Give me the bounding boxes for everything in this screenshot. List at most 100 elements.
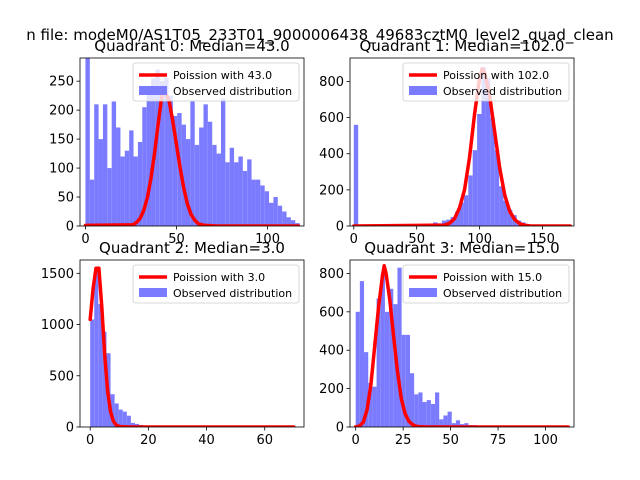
histogram-bar: [463, 195, 469, 226]
figure-suptitle: n file: modeM0/AS1T05_233T01_9000006438_…: [26, 26, 613, 45]
histogram-bar: [255, 179, 261, 226]
y-tick-label: 400: [319, 147, 344, 162]
histogram-bar: [472, 150, 478, 226]
histogram-bar: [220, 98, 226, 226]
histogram-bar: [481, 67, 486, 226]
histogram-bar: [282, 211, 287, 226]
histogram-bar: [264, 191, 270, 226]
histogram-bar: [353, 124, 359, 226]
histogram-bar: [273, 197, 278, 226]
y-tick-label: 0: [336, 220, 344, 235]
subplot-quadrant-0: 0 50 100 0 50 100 150 200 250 Quadrant 0: Median=…: [49, 37, 305, 247]
histogram-bar: [229, 147, 235, 226]
histogram-bar: [225, 162, 230, 226]
x-tick-label: 40: [198, 433, 215, 448]
histogram-bar: [172, 115, 178, 226]
histogram-bar: [124, 150, 130, 226]
x-tick-label: 100: [533, 433, 558, 448]
legend-observed-swatch: [139, 86, 167, 95]
legend-observed-label: Observed distribution: [443, 287, 562, 300]
histogram-bar: [212, 144, 217, 226]
histogram-bar: [477, 114, 482, 226]
histogram-bar: [451, 423, 456, 427]
y-tick-label: 400: [319, 344, 344, 359]
y-tick-label: 500: [49, 369, 74, 384]
histogram-bar: [507, 209, 513, 226]
histogram-bar: [85, 58, 90, 226]
axes-frame: [349, 57, 575, 227]
histogram-bar: [485, 77, 491, 226]
histogram-bar: [503, 200, 508, 226]
subplot-title: Quadrant 0: Median=43.0: [94, 37, 289, 55]
histogram-bar: [90, 319, 95, 427]
histogram-bar: [430, 403, 436, 427]
histogram-bar: [251, 179, 256, 226]
legend-box: [132, 62, 300, 102]
subplot-quadrant-1: 0 50 100 150 0 200 400 600 800 Quadrant 1: Median…: [319, 37, 575, 247]
histogram-bar: [441, 220, 447, 226]
y-tick-label: 800: [319, 267, 344, 282]
histogram-bar: [376, 298, 381, 427]
y-tick-label: 50: [57, 191, 74, 206]
histogram-bar: [414, 394, 419, 427]
histogram-bar: [185, 139, 191, 226]
histogram-bar: [98, 304, 103, 427]
legend-observed-label: Observed distribution: [173, 85, 292, 98]
histogram-bar: [260, 185, 265, 226]
poisson-curve: [353, 264, 571, 427]
histogram-bar: [129, 130, 134, 226]
x-tick-label: 50: [442, 433, 459, 448]
histogram-bar: [120, 156, 125, 226]
histogram-bar: [116, 127, 121, 226]
histogram-bar: [122, 411, 127, 427]
histogram-bar: [409, 373, 415, 427]
histogram-bar: [372, 386, 377, 427]
histogram-bar: [422, 402, 427, 427]
histogram-bar: [94, 104, 99, 226]
histogram-bar: [110, 394, 115, 427]
histogram-bar: [384, 311, 390, 427]
histogram-bar: [118, 409, 123, 427]
histogram-bar: [439, 419, 444, 427]
legend-observed-label: Observed distribution: [173, 287, 292, 300]
y-tick-label: 100: [49, 162, 74, 177]
x-tick-label: 0: [352, 433, 360, 448]
histogram-bar: [418, 392, 423, 427]
legend: Poission with 102.0 Observed distribution: [402, 62, 570, 102]
histogram-bar: [111, 101, 117, 226]
histogram-bar: [207, 121, 213, 226]
histogram-bar: [146, 89, 152, 226]
x-tick-label: 100: [467, 232, 492, 247]
plot-area: [352, 67, 572, 226]
histogram-bar: [443, 415, 448, 427]
histogram-bar: [194, 144, 200, 226]
histogram-bar: [107, 168, 112, 226]
y-tick-label: 200: [319, 382, 344, 397]
histogram-bar: [355, 311, 360, 427]
x-tick-label: 20: [140, 433, 157, 448]
histogram-bar: [397, 267, 402, 427]
histogram-bar: [181, 124, 186, 226]
histogram-bar: [290, 220, 296, 226]
histogram-bar: [199, 127, 204, 226]
legend: Poission with 3.0 Observed distribution: [132, 264, 300, 304]
legend-box: [402, 264, 570, 304]
histogram-bar: [242, 170, 248, 226]
x-tick-label: 75: [490, 433, 507, 448]
y-tick-label: 250: [49, 75, 74, 90]
histogram-bar: [286, 217, 291, 226]
histogram-bar: [89, 179, 95, 226]
y-tick-label: 1000: [41, 318, 74, 333]
histogram-bar: [359, 281, 365, 427]
histogram-bar: [164, 78, 169, 226]
histogram-bar: [234, 162, 239, 226]
legend-observed-label: Observed distribution: [443, 85, 562, 98]
histogram-bar: [447, 411, 452, 427]
histogram-bar: [203, 104, 208, 226]
y-tick-label: 150: [49, 133, 74, 148]
legend: Poission with 43.0 Observed distribution: [132, 62, 300, 102]
histogram-bar: [426, 400, 431, 427]
legend: Poission with 15.0 Observed distribution: [402, 264, 570, 304]
histogram-bar: [102, 104, 108, 226]
histogram-bar: [130, 422, 135, 427]
